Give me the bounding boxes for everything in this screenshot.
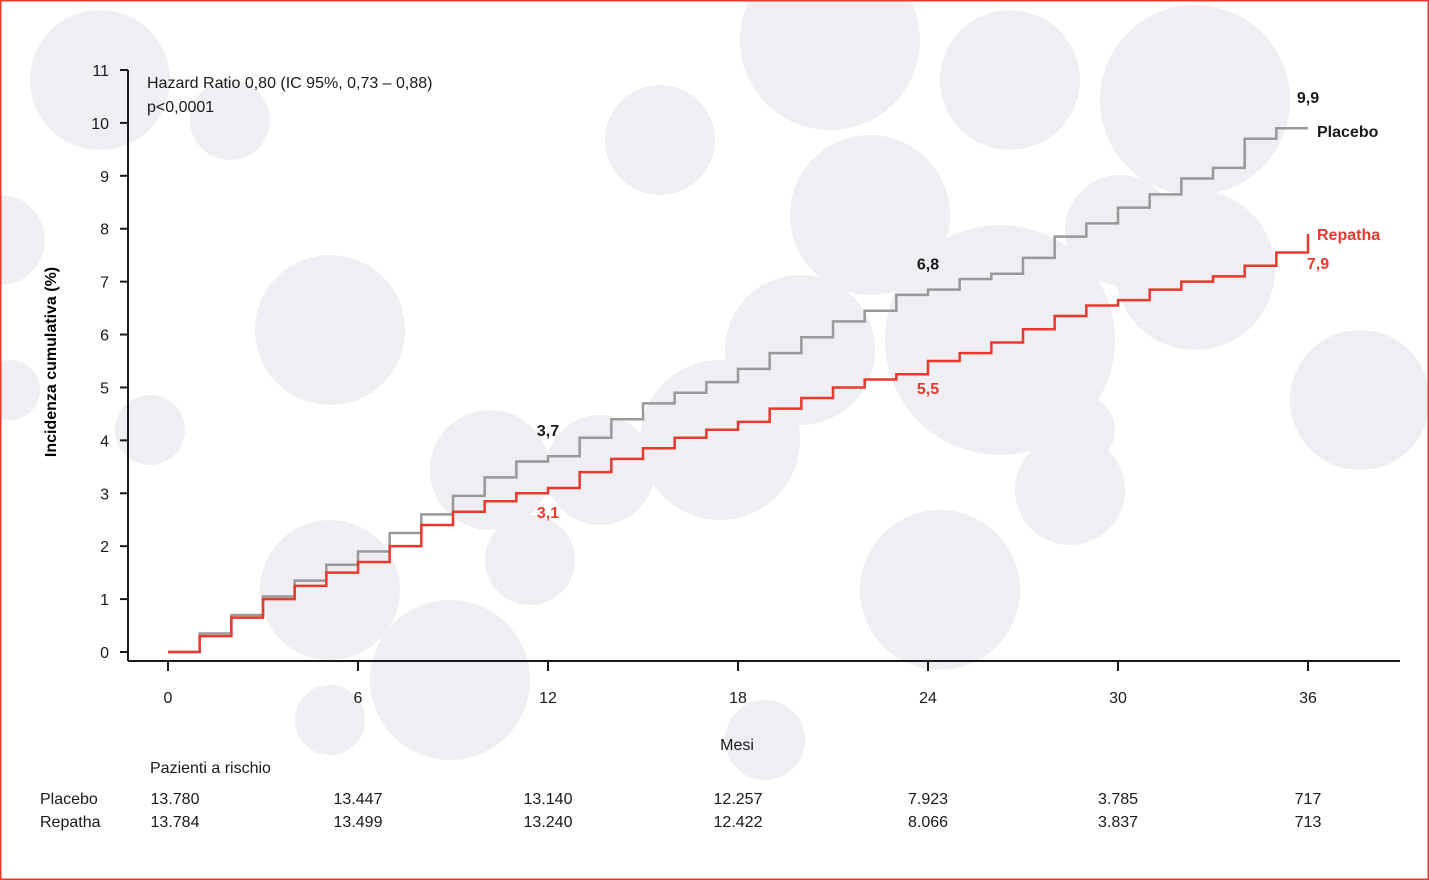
background-blob (940, 10, 1080, 150)
risk-cell: 13.240 (524, 814, 573, 831)
risk-cell: 717 (1295, 791, 1322, 808)
background-blob (885, 225, 1115, 455)
risk-cell: 713 (1295, 814, 1322, 831)
background-blob (860, 510, 1020, 670)
risk-cell: 12.257 (714, 791, 763, 808)
background-blob (295, 685, 365, 755)
background-blob (740, 0, 920, 130)
background-blob (0, 195, 45, 285)
y-tick-label: 10 (91, 116, 109, 133)
curve-repatha (168, 234, 1310, 654)
background-blob (1065, 175, 1175, 285)
risk-cell: 13.499 (334, 814, 383, 831)
risk-cell: 13.140 (524, 791, 573, 808)
y-tick-label: 2 (100, 539, 109, 556)
y-tick-label: 7 (100, 275, 109, 292)
x-tick-label: 6 (354, 690, 363, 707)
legend-repatha: Repatha (1317, 227, 1380, 244)
y-tick-label: 5 (100, 380, 109, 397)
y-tick-label: 1 (100, 592, 109, 609)
risk-cell: 3.837 (1098, 814, 1138, 831)
x-tick-label: 36 (1299, 690, 1317, 707)
x-tick-label: 30 (1109, 690, 1127, 707)
data-label-repatha-12: 3,1 (537, 505, 559, 522)
risk-cell: 13.447 (334, 791, 383, 808)
data-label-placebo-12: 3,7 (537, 423, 559, 440)
y-tick-label: 8 (100, 222, 109, 239)
background-blob (1045, 395, 1115, 465)
background-blob (605, 85, 715, 195)
background-blob (260, 520, 400, 660)
risk-row-label: Repatha (40, 814, 101, 831)
background-blob (430, 410, 550, 530)
background-blob (485, 515, 575, 605)
risk-cell: 8.066 (908, 814, 948, 831)
x-tick-label: 24 (919, 690, 937, 707)
hazard-ratio-annotation: p<0,0001 (147, 99, 214, 116)
background-blob (255, 255, 405, 405)
risk-cell: 3.785 (1098, 791, 1138, 808)
x-tick-label: 18 (729, 690, 747, 707)
background-blob (545, 415, 655, 525)
background-blob (190, 80, 270, 160)
x-axis-label: Mesi (720, 737, 754, 754)
risk-cell: 13.780 (151, 791, 200, 808)
risk-row-label: Placebo (40, 791, 98, 808)
background-blob (115, 395, 185, 465)
y-tick-label: 11 (92, 63, 109, 80)
background-blob (370, 600, 530, 760)
background-blob (725, 700, 805, 780)
background-blob (30, 10, 170, 150)
background-blob (640, 360, 800, 520)
background-blob (0, 360, 40, 420)
data-label-repatha-36: 7,9 (1307, 256, 1329, 273)
background-blob (790, 135, 950, 295)
risk-cell: 13.784 (151, 814, 200, 831)
y-tick-label: 4 (100, 433, 109, 450)
risk-cell: 12.422 (714, 814, 763, 831)
hazard-ratio-annotation: Hazard Ratio 0,80 (IC 95%, 0,73 – 0,88) (147, 75, 433, 92)
background-blob (1100, 5, 1290, 195)
risk-cell: 7.923 (908, 791, 948, 808)
background-blob (1015, 435, 1125, 545)
y-tick-label: 9 (100, 169, 109, 186)
legend-placebo: Placebo (1317, 124, 1379, 141)
data-label-placebo-36: 9,9 (1297, 90, 1319, 107)
background-blob (1290, 330, 1429, 470)
x-tick-label: 12 (539, 690, 557, 707)
y-tick-label: 0 (100, 645, 109, 662)
y-tick-label: 3 (100, 486, 109, 503)
risk-table-heading: Pazienti a rischio (150, 760, 271, 777)
y-tick-label: 6 (100, 328, 109, 345)
curve-placebo (168, 126, 1308, 654)
data-label-placebo-24: 6,8 (917, 257, 939, 274)
y-axis-label: Incidenza cumulativa (%) (43, 267, 60, 457)
data-label-repatha-24: 5,5 (917, 381, 939, 398)
x-tick-label: 0 (164, 690, 173, 707)
